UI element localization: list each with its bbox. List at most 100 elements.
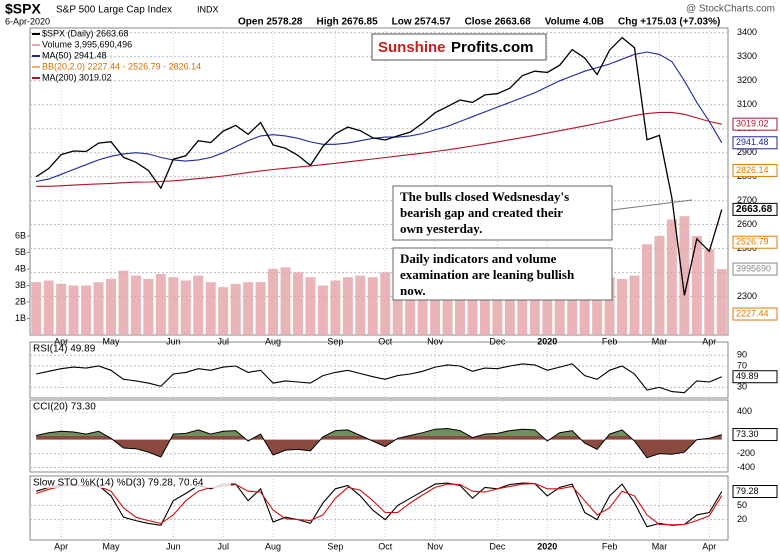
x-tick-label: Oct bbox=[378, 541, 393, 551]
quote-item: Close 2663.68 bbox=[465, 17, 532, 28]
volume-bar bbox=[268, 268, 279, 335]
volume-bar bbox=[106, 278, 117, 335]
y-tick-label: 50 bbox=[737, 500, 747, 510]
x-tick-label: 2020 bbox=[537, 336, 557, 346]
panel-title-bg bbox=[31, 343, 231, 354]
x-tick-label: Aug bbox=[265, 336, 281, 346]
volume-bar bbox=[380, 272, 391, 335]
volume-bar bbox=[554, 280, 565, 335]
volume-bar bbox=[455, 278, 466, 335]
volume-bar bbox=[305, 277, 316, 335]
panel-title-bg bbox=[31, 477, 231, 488]
value-tag-label: 2941.48 bbox=[736, 137, 769, 147]
volume-bar bbox=[56, 283, 67, 335]
volume-bar bbox=[629, 275, 640, 335]
y2-tick-label: 5B bbox=[15, 247, 26, 257]
x-tick-label: Feb bbox=[602, 336, 618, 346]
x-tick-label: Sep bbox=[327, 336, 343, 346]
exchange: INDX bbox=[197, 4, 219, 14]
y-tick-label: 2600 bbox=[737, 219, 757, 229]
x-tick-label: May bbox=[103, 336, 121, 346]
volume-bar bbox=[342, 277, 353, 335]
quote-item: Low 2574.57 bbox=[392, 17, 451, 28]
callout: The bulls closed Wedsnesday's bearish ga… bbox=[392, 185, 693, 241]
value-tag bbox=[732, 136, 778, 150]
callout-text: now. bbox=[400, 283, 426, 298]
volume-bar bbox=[430, 278, 441, 335]
volume-bar bbox=[292, 272, 303, 335]
callout: Daily indicators and volume examination … bbox=[392, 247, 613, 301]
x-tick-label: Apr bbox=[702, 541, 716, 551]
x-tick-label: Apr bbox=[54, 541, 68, 551]
volume-bar bbox=[255, 282, 266, 335]
x-tick-label: Apr bbox=[54, 336, 68, 346]
line bbox=[36, 483, 723, 526]
volume-bar bbox=[31, 282, 42, 335]
value-tag bbox=[732, 307, 778, 321]
volume-bar bbox=[691, 235, 702, 335]
volume-bar bbox=[442, 277, 453, 335]
value-tag-label: 3019.02 bbox=[736, 119, 769, 129]
panel-title: RSI(14) 49.89 bbox=[33, 344, 96, 355]
volume-bar bbox=[567, 278, 578, 335]
volume-bar bbox=[130, 275, 141, 335]
volume-bar bbox=[542, 283, 553, 335]
x-tick-label: Apr bbox=[702, 336, 716, 346]
value-tag-label: 49.89 bbox=[736, 371, 759, 381]
y-tick-label: 20 bbox=[737, 514, 747, 524]
x-tick-label: Jun bbox=[166, 336, 181, 346]
x-tick-label: Nov bbox=[427, 541, 444, 551]
volume-bar bbox=[579, 278, 590, 335]
volume-bar bbox=[81, 285, 92, 335]
callout-text: examination are leaning bullish bbox=[400, 267, 575, 282]
date: 6-Apr-2020 bbox=[5, 16, 50, 26]
y-tick-label: 90 bbox=[737, 350, 747, 360]
volume-bar bbox=[405, 278, 416, 335]
line bbox=[36, 482, 723, 528]
volume-bar bbox=[392, 280, 403, 335]
callout-box bbox=[392, 247, 613, 301]
volume-bar bbox=[641, 244, 652, 335]
quote-item: Chg +175.03 (+7.03%) bbox=[618, 17, 720, 28]
value-tag bbox=[732, 235, 778, 249]
y-tick-label: 2900 bbox=[737, 147, 757, 157]
x-tick-label: Sep bbox=[327, 541, 343, 551]
x-tick-label: Jul bbox=[217, 541, 229, 551]
quote: Open 2578.28 High 2676.85 Low 2574.57 Close… bbox=[238, 17, 720, 28]
x-tick-label: Jun bbox=[166, 541, 181, 551]
value-tag bbox=[732, 428, 778, 442]
y-tick-label: -200 bbox=[737, 448, 755, 458]
value-tag bbox=[732, 202, 778, 216]
volume-bar bbox=[479, 283, 490, 335]
y-tick-label: 2300 bbox=[737, 291, 757, 301]
value-tag-label: 2526.79 bbox=[736, 237, 769, 247]
volume-bar bbox=[529, 293, 540, 335]
logo-text-red: Sunshine bbox=[378, 39, 446, 56]
x-tick-label: Feb bbox=[602, 541, 618, 551]
line bbox=[36, 51, 723, 183]
panel-title: CCI(20) 73.30 bbox=[33, 402, 96, 413]
legend-label: MA(50) 2941.48 bbox=[42, 50, 107, 60]
logo-box bbox=[371, 33, 547, 61]
callout-box bbox=[392, 185, 613, 241]
value-tag bbox=[732, 485, 778, 499]
x-tick-label: Dec bbox=[489, 336, 506, 346]
y-tick-label: 2700 bbox=[737, 195, 757, 205]
volume-bar bbox=[155, 273, 166, 335]
y-tick-label: -400 bbox=[737, 462, 755, 472]
y-tick-label: 3200 bbox=[737, 75, 757, 85]
callout-text: bearish gap and created their bbox=[400, 205, 563, 220]
x-tick-label: Nov bbox=[427, 336, 444, 346]
callout-text: own yesterday. bbox=[400, 221, 482, 236]
panel-title-bg bbox=[31, 401, 231, 412]
value-tag-label: 2227.44 bbox=[736, 308, 769, 318]
volume-bar bbox=[492, 282, 503, 335]
volume-bar bbox=[604, 277, 615, 335]
volume-bar bbox=[355, 275, 366, 335]
line bbox=[35, 36, 723, 296]
volume-bar bbox=[230, 283, 241, 335]
y2-tick-label: 2B bbox=[15, 296, 26, 306]
y-tick-label: 3100 bbox=[737, 99, 757, 109]
value-tag bbox=[732, 163, 778, 177]
volume-bar bbox=[654, 235, 665, 335]
